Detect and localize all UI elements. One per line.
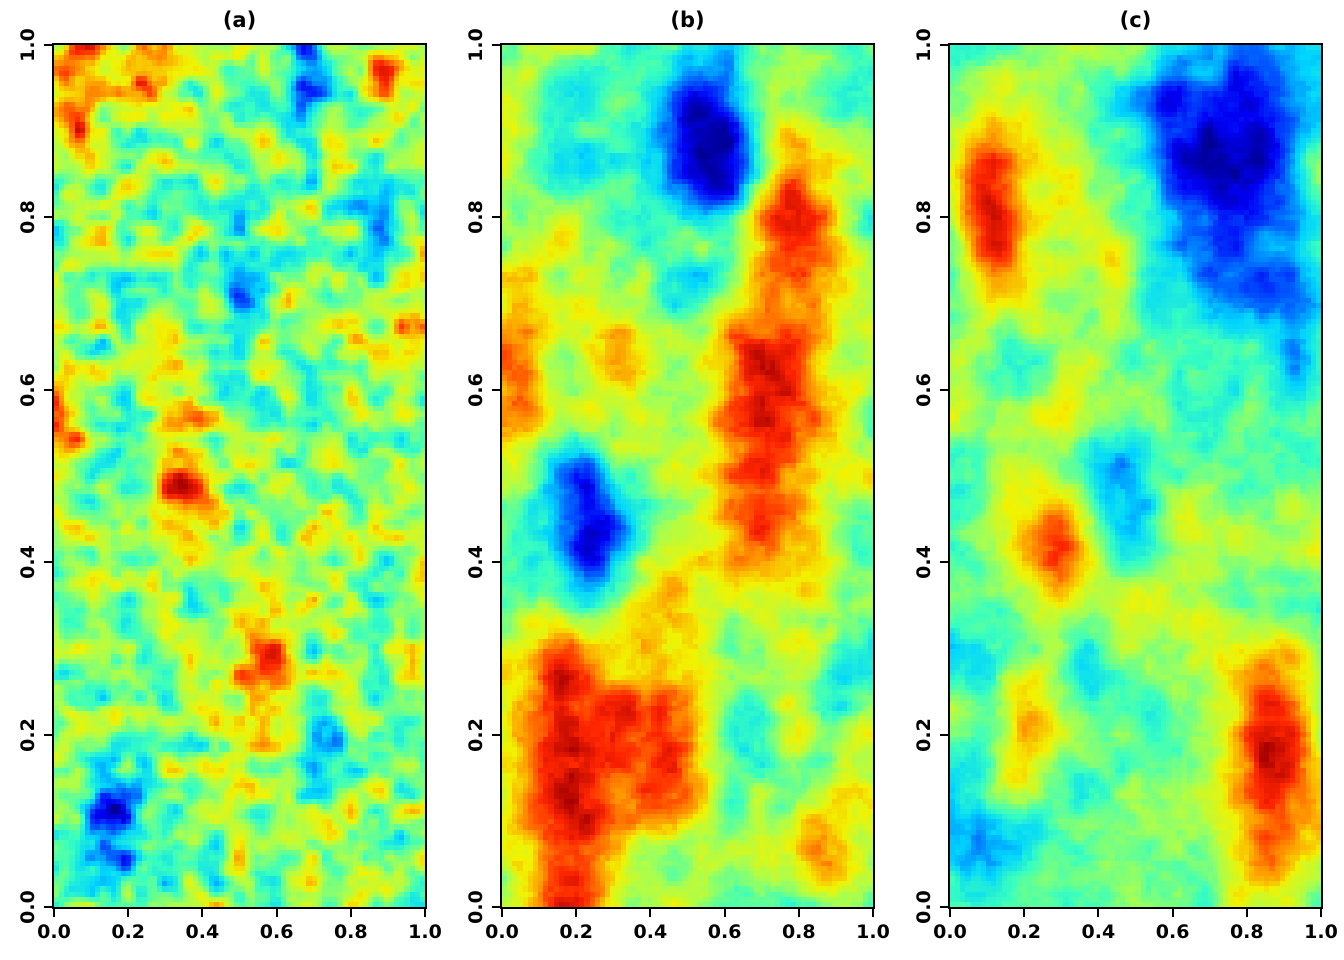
- panel-title: (a): [222, 8, 257, 32]
- y-tick-mark: [44, 44, 52, 46]
- y-tick-label: 0.6: [17, 372, 39, 407]
- x-tick-label: 0.0: [485, 921, 519, 943]
- panel-a: (a) 0.0 0.2 0.4 0.6 0.8 1.0 0.0 0.2 0.4 0.6 0.8 1.0: [0, 0, 448, 960]
- x-tick-mark: [1171, 909, 1174, 917]
- x-tick-mark: [723, 909, 726, 917]
- y-tick-mark: [492, 906, 500, 908]
- x-tick-label: 1.0: [856, 921, 890, 943]
- panel-title: (c): [1119, 8, 1152, 32]
- y-tick-label: 0.8: [465, 200, 487, 235]
- y-tick-label: 0.0: [913, 890, 935, 924]
- y-tick-mark: [940, 44, 948, 46]
- x-tick-label: 1.0: [408, 921, 442, 943]
- x-tick-mark: [1245, 909, 1248, 917]
- y-tick-label: 0.2: [913, 717, 935, 752]
- x-tick-mark: [127, 909, 130, 917]
- x-tick-mark: [501, 909, 503, 917]
- x-tick-mark: [1097, 909, 1100, 917]
- x-tick-label: 0.2: [111, 921, 146, 943]
- panel-title: (b): [670, 8, 705, 32]
- x-tick-label: 0.8: [1229, 921, 1264, 943]
- x-tick-mark: [575, 909, 578, 917]
- x-tick-mark: [349, 909, 352, 917]
- y-tick-label: 0.2: [17, 717, 39, 752]
- x-tick-label: 0.2: [559, 921, 594, 943]
- y-tick-mark: [492, 44, 500, 46]
- y-tick-mark: [492, 733, 500, 736]
- x-tick-mark: [1320, 909, 1322, 917]
- y-tick-label: 0.4: [465, 545, 487, 580]
- y-tick-label: 0.0: [17, 890, 39, 924]
- y-tick-mark: [492, 216, 500, 219]
- x-tick-label: 0.6: [707, 921, 742, 943]
- y-tick-label: 0.8: [913, 200, 935, 235]
- y-tick-mark: [44, 906, 52, 908]
- heatmap-canvas: [54, 45, 425, 907]
- x-tick-mark: [424, 909, 426, 917]
- y-tick-mark: [44, 733, 52, 736]
- y-tick-label: 1.0: [913, 28, 935, 62]
- x-tick-mark: [949, 909, 951, 917]
- panel-b: (b) 0.0 0.2 0.4 0.6 0.8 1.0 0.0 0.2 0.4 0.6 0.8 1.0: [448, 0, 896, 960]
- x-tick-label: 1.0: [1304, 921, 1338, 943]
- x-tick-label: 0.0: [37, 921, 71, 943]
- y-tick-mark: [44, 216, 52, 219]
- y-tick-mark: [940, 733, 948, 736]
- x-tick-label: 0.6: [259, 921, 294, 943]
- panel-c: (c) 0.0 0.2 0.4 0.6 0.8 1.0 0.0 0.2 0.4 0.6 0.8 1.0: [896, 0, 1344, 960]
- x-tick-label: 0.4: [185, 921, 220, 943]
- y-tick-mark: [940, 388, 948, 391]
- heatmap-plot-area: [500, 43, 875, 909]
- y-tick-label: 0.6: [913, 372, 935, 407]
- x-tick-label: 0.4: [1081, 921, 1116, 943]
- x-tick-label: 0.0: [933, 921, 967, 943]
- x-tick-label: 0.8: [333, 921, 368, 943]
- x-tick-mark: [797, 909, 800, 917]
- y-tick-label: 0.4: [17, 545, 39, 580]
- y-tick-label: 0.0: [465, 890, 487, 924]
- y-tick-mark: [44, 388, 52, 391]
- heatmap-canvas: [502, 45, 873, 907]
- y-tick-mark: [940, 906, 948, 908]
- x-tick-label: 0.8: [781, 921, 816, 943]
- y-tick-label: 0.2: [465, 717, 487, 752]
- x-tick-mark: [872, 909, 874, 917]
- y-tick-label: 0.8: [17, 200, 39, 235]
- y-tick-mark: [44, 561, 52, 564]
- heatmap-canvas: [950, 45, 1321, 907]
- y-tick-mark: [940, 561, 948, 564]
- x-tick-label: 0.2: [1007, 921, 1042, 943]
- x-tick-label: 0.6: [1155, 921, 1190, 943]
- y-tick-mark: [492, 561, 500, 564]
- x-tick-mark: [1023, 909, 1026, 917]
- y-tick-mark: [940, 216, 948, 219]
- x-tick-mark: [53, 909, 55, 917]
- y-tick-label: 0.6: [465, 372, 487, 407]
- y-tick-mark: [492, 388, 500, 391]
- x-tick-label: 0.4: [633, 921, 668, 943]
- x-tick-mark: [649, 909, 652, 917]
- x-tick-mark: [275, 909, 278, 917]
- y-tick-label: 1.0: [17, 28, 39, 62]
- y-tick-label: 1.0: [465, 28, 487, 62]
- x-tick-mark: [201, 909, 204, 917]
- heatmap-plot-area: [948, 43, 1323, 909]
- y-tick-label: 0.4: [913, 545, 935, 580]
- heatmap-plot-area: [52, 43, 427, 909]
